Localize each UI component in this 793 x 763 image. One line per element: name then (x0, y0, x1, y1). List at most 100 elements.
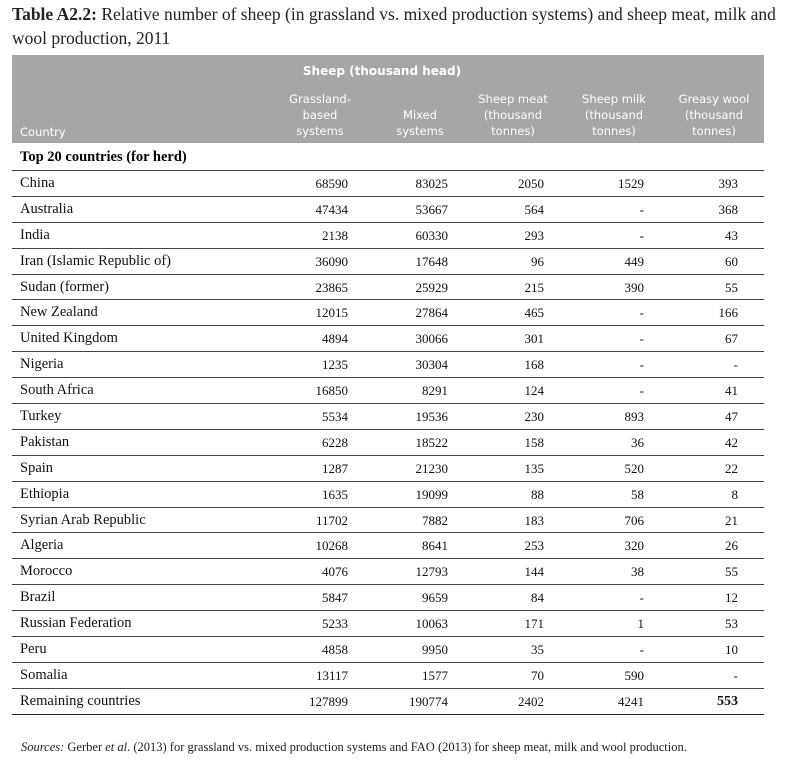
country-column-header: Country (20, 125, 66, 139)
sources-etal: et al (105, 740, 128, 754)
milk-cell: 58 (631, 486, 644, 502)
meat-cell: 96 (531, 253, 544, 269)
wool-cell: 26 (725, 538, 738, 554)
mixed-column-header: Mixed systems (370, 107, 470, 139)
grassland-header-line: Grassland- (289, 92, 351, 106)
milk-cell: 390 (624, 279, 645, 295)
wool-cell: 67 (725, 331, 738, 347)
table-row: Algeria 10268 8641 253 320 26 (12, 533, 764, 560)
grassland-cell: 5847 (322, 590, 348, 606)
wool-cell: 60 (725, 253, 738, 269)
milk-cell: 1 (637, 616, 645, 632)
milk-cell: - (639, 357, 644, 373)
sheep-span-header: Sheep (thousand head) (302, 64, 462, 78)
grassland-cell: 1635 (322, 486, 348, 502)
mixed-cell: 53667 (415, 201, 449, 217)
table-body: China 68590 83025 2050 1529 393 Australia 47434… (12, 171, 764, 715)
wool-cell: 53 (725, 616, 738, 632)
table-row: United Kingdom 4894 30066 301 - 67 (12, 326, 764, 353)
table-header: Sheep (thousand head) Country Grassland-… (12, 55, 764, 143)
milk-header-line: Sheep milk (582, 92, 646, 106)
wool-cell: 42 (725, 434, 738, 450)
wool-cell: 41 (725, 383, 738, 399)
meat-cell: 124 (524, 383, 545, 399)
meat-cell: 158 (524, 434, 545, 450)
table-row: Syrian Arab Republic 11702 7882 183 706 21 (12, 508, 764, 534)
meat-cell: 215 (524, 279, 545, 295)
wool-column-header: Greasy wool (thousand tonnes) (664, 91, 764, 139)
milk-header-line: (thousand (584, 108, 644, 122)
table-row: New Zealand 12015 27864 465 - 166 (12, 300, 764, 327)
mixed-cell: 9659 (422, 590, 448, 606)
milk-header-line: tonnes) (592, 124, 636, 138)
grassland-cell: 4894 (322, 331, 348, 347)
mixed-cell: 18522 (415, 434, 449, 450)
sources-label: Sources: (21, 740, 65, 754)
meat-cell: 183 (524, 512, 545, 528)
meat-cell: 70 (531, 667, 544, 683)
country-cell: Sudan (former) (20, 278, 109, 295)
grassland-cell: 127899 (309, 693, 348, 709)
table-caption-label: Table A2.2: (12, 4, 97, 24)
country-cell: South Africa (20, 382, 94, 399)
meat-cell: 168 (524, 357, 545, 373)
table-row: Somalia 13117 1577 70 590 - (12, 663, 764, 689)
grassland-cell: 13117 (315, 667, 348, 683)
country-cell: Peru (20, 641, 47, 658)
grassland-cell: 2138 (322, 227, 348, 243)
section-label: Top 20 countries (for herd) (20, 149, 187, 165)
grassland-cell: 12015 (315, 305, 349, 321)
mixed-cell: 7882 (422, 512, 448, 528)
mixed-cell: 21230 (415, 460, 449, 476)
mixed-cell: 9950 (422, 642, 448, 658)
country-cell: Syrian Arab Republic (20, 511, 146, 528)
wool-header-line: Greasy wool (678, 92, 750, 106)
mixed-cell: 19536 (415, 409, 449, 425)
country-cell: Russian Federation (20, 615, 132, 632)
mixed-cell: 10063 (415, 616, 449, 632)
milk-cell: 4241 (618, 693, 644, 709)
sources-author: Gerber (67, 740, 103, 754)
meat-cell: 35 (531, 642, 544, 658)
mixed-header-line: Mixed (403, 108, 437, 122)
grassland-cell: 4858 (322, 642, 348, 658)
country-cell: Turkey (20, 408, 62, 425)
milk-cell: 36 (631, 434, 644, 450)
table-row: Brazil 5847 9659 84 - 12 (12, 585, 764, 612)
country-cell: Morocco (20, 563, 73, 580)
mixed-cell: 8641 (422, 538, 448, 554)
country-cell: New Zealand (20, 304, 98, 321)
wool-cell: 55 (725, 564, 738, 580)
milk-cell: - (639, 642, 644, 658)
table-row: Pakistan 6228 18522 158 36 42 (12, 430, 764, 456)
meat-cell: 88 (531, 486, 544, 502)
milk-cell: 590 (624, 667, 645, 683)
mixed-cell: 8291 (422, 383, 448, 399)
wool-cell: 553 (717, 693, 738, 709)
table-row: Australia 47434 53667 564 - 368 (12, 197, 764, 223)
grassland-cell: 10268 (315, 538, 349, 554)
table-row: Nigeria 1235 30304 168 - - (12, 352, 764, 379)
grassland-header-line: based (302, 108, 338, 122)
meat-cell: 293 (524, 227, 545, 243)
wool-header-line: tonnes) (692, 124, 736, 138)
grassland-cell: 5233 (322, 616, 348, 632)
table-row: Spain 1287 21230 135 520 22 (12, 456, 764, 482)
mixed-cell: 27864 (415, 305, 449, 321)
wool-header-line: (thousand (684, 108, 744, 122)
country-cell: Somalia (20, 666, 68, 683)
table-row: Sudan (former) 23865 25929 215 390 55 (12, 275, 764, 301)
grassland-header-line: systems (296, 124, 344, 138)
wool-cell: 393 (718, 176, 739, 191)
grassland-cell: 1235 (322, 357, 348, 373)
mixed-cell: 60330 (415, 227, 449, 243)
country-cell: Pakistan (20, 433, 70, 450)
mixed-cell: 1577 (422, 667, 448, 683)
grassland-cell: 68590 (315, 176, 349, 191)
meat-header-line: (thousand (483, 108, 543, 122)
grassland-column-header: Grassland- based systems (270, 91, 370, 139)
meat-cell: 230 (524, 409, 545, 425)
wool-cell: 166 (718, 305, 739, 321)
mixed-cell: 30066 (415, 331, 449, 347)
milk-cell: 520 (624, 460, 645, 476)
